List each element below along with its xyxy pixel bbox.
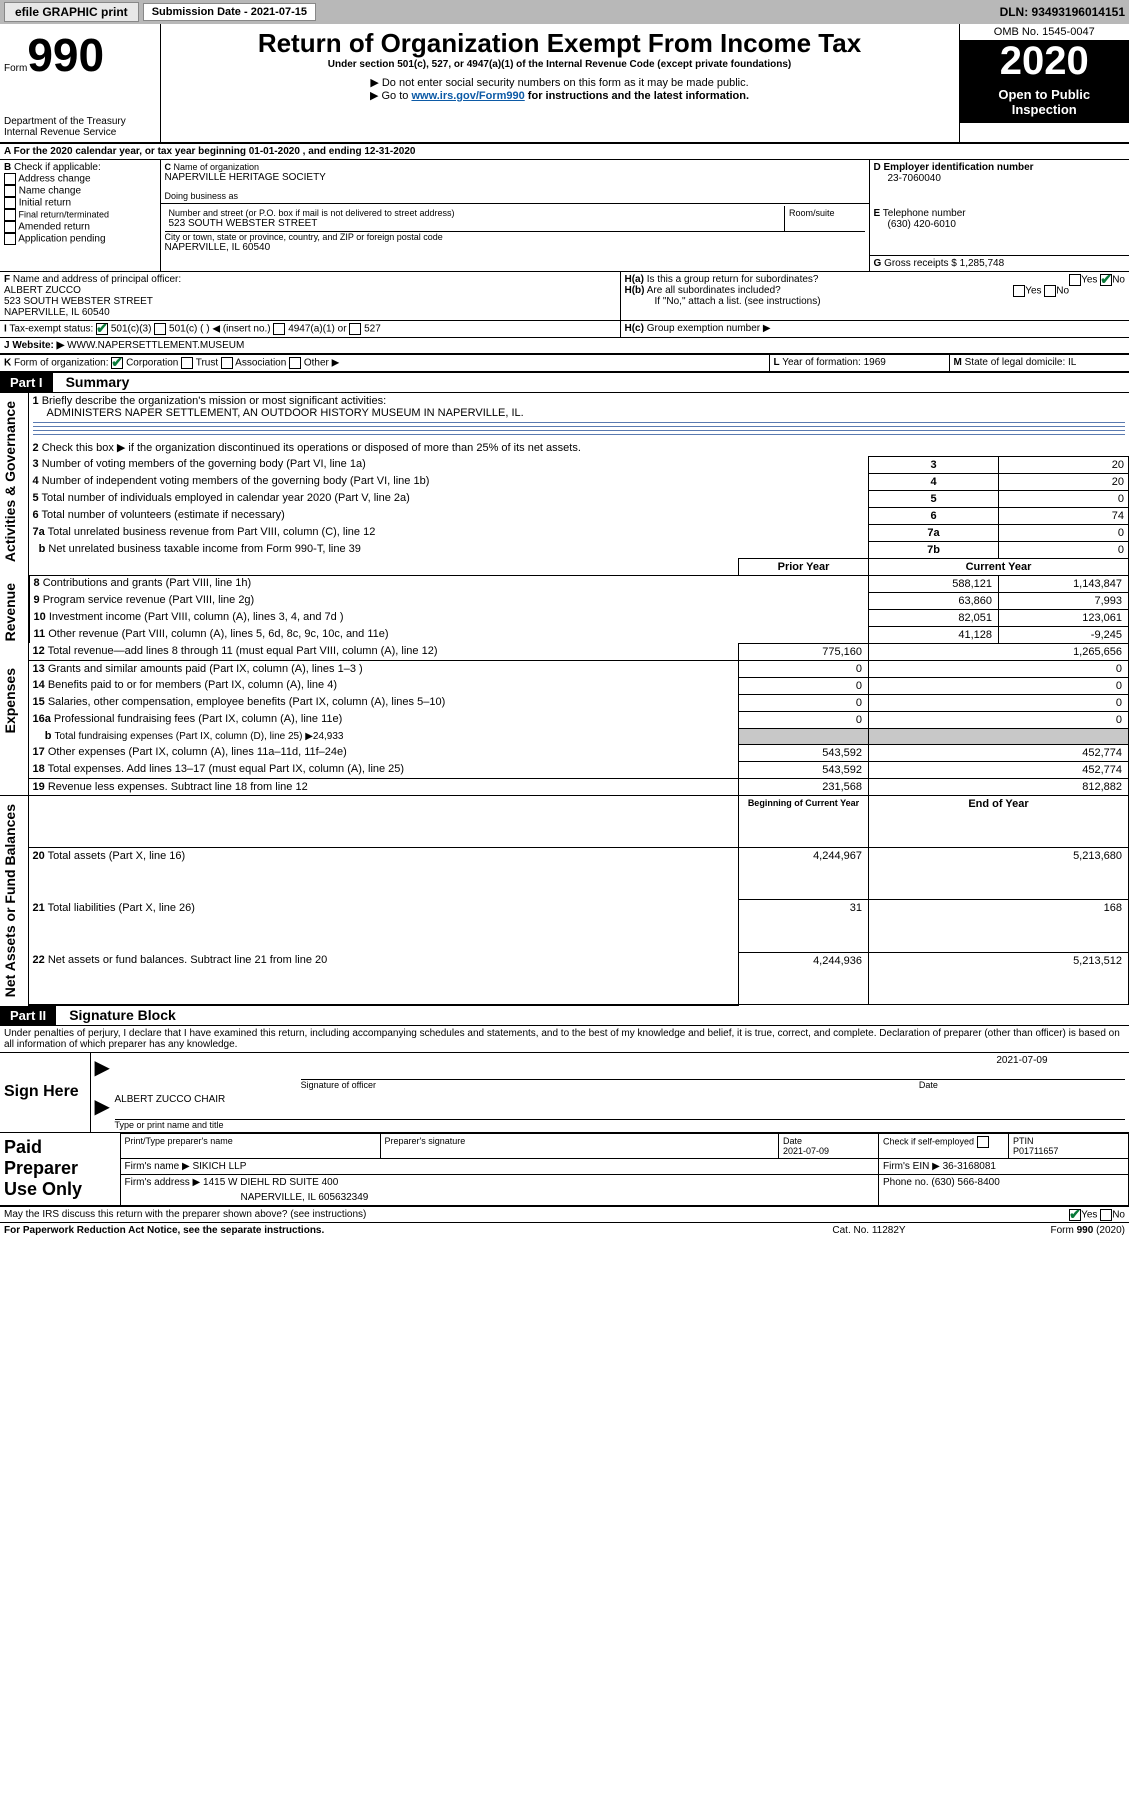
- k-trust[interactable]: [181, 357, 193, 369]
- sign-here-label: Sign Here: [0, 1053, 90, 1133]
- box-k: K Form of organization: Corporation Trus…: [0, 355, 769, 372]
- header-table: Form990 Department of the Treasury Inter…: [0, 24, 1129, 144]
- check-initial[interactable]: [4, 197, 16, 209]
- dept-treasury: Department of the Treasury: [4, 116, 156, 127]
- box-i: I Tax-exempt status: 501(c)(3) 501(c) ( …: [0, 320, 620, 337]
- ha-no[interactable]: [1100, 274, 1112, 286]
- sign-here-block: Sign Here ▶ 2021-07-09 Signature of offi…: [0, 1053, 1129, 1133]
- paid-preparer-block: Paid Preparer Use Only Print/Type prepar…: [0, 1133, 1129, 1207]
- box-d-e: D Employer identification number 23-7060…: [869, 160, 1129, 255]
- discuss-no[interactable]: [1100, 1209, 1112, 1221]
- box-h: H(a) Is this a group return for subordin…: [620, 271, 1129, 320]
- hb-no[interactable]: [1044, 285, 1056, 297]
- check-amended[interactable]: [4, 221, 16, 233]
- period-a: A For the 2020 calendar year, or tax yea…: [0, 144, 1129, 160]
- efile-button[interactable]: efile GRAPHIC print: [4, 2, 139, 22]
- sect-revenue: Revenue: [0, 575, 20, 649]
- i-527[interactable]: [349, 323, 361, 335]
- box-j: J Website: ▶ WWW.NAPERSETTLEMENT.MUSEUM: [0, 337, 1129, 355]
- note-ssn: ▶ Do not enter social security numbers o…: [165, 76, 955, 89]
- form-number: 990: [27, 29, 104, 81]
- k-other[interactable]: [289, 357, 301, 369]
- form-label: Form: [4, 63, 27, 74]
- box-c-addr: Number and street (or P.O. box if mail i…: [160, 204, 869, 256]
- i-501c3[interactable]: [96, 323, 108, 335]
- discuss-yes[interactable]: [1069, 1209, 1081, 1221]
- box-b: B Check if applicable: Address change Na…: [0, 160, 160, 271]
- i-4947[interactable]: [273, 323, 285, 335]
- info-block: B Check if applicable: Address change Na…: [0, 160, 1129, 271]
- i-501c[interactable]: [154, 323, 166, 335]
- open-public: Open to PublicInspection: [960, 81, 1129, 123]
- box-l: L Year of formation: 1969: [769, 355, 949, 372]
- box-g: G Gross receipts $ 1,285,748: [869, 255, 1129, 271]
- box-hc: H(c) Group exemption number ▶: [620, 320, 1129, 337]
- k-corp[interactable]: [111, 357, 123, 369]
- k-assoc[interactable]: [221, 357, 233, 369]
- sect-expenses: Expenses: [0, 660, 20, 741]
- footer: For Paperwork Reduction Act Notice, see …: [0, 1223, 1129, 1238]
- check-addr-change[interactable]: [4, 173, 16, 185]
- check-self-employed[interactable]: [977, 1136, 989, 1148]
- form-title: Return of Organization Exempt From Incom…: [165, 28, 955, 59]
- submission-date: Submission Date - 2021-07-15: [143, 3, 316, 21]
- paid-preparer-label: Paid Preparer Use Only: [0, 1133, 120, 1206]
- form-subtitle: Under section 501(c), 527, or 4947(a)(1)…: [165, 59, 955, 70]
- sect-net-assets: Net Assets or Fund Balances: [0, 796, 20, 1005]
- part1-header: Part I Summary: [0, 373, 1129, 393]
- note-goto: ▶ Go to www.irs.gov/Form990 for instruct…: [165, 89, 955, 102]
- klm-block: K Form of organization: Corporation Trus…: [0, 355, 1129, 373]
- check-name-change[interactable]: [4, 185, 16, 197]
- check-final[interactable]: [4, 209, 16, 221]
- box-c-name: C Name of organization NAPERVILLE HERITA…: [160, 160, 869, 204]
- irs: Internal Revenue Service: [4, 127, 156, 138]
- box-f: F Name and address of principal officer:…: [0, 271, 620, 320]
- box-m: M State of legal domicile: IL: [949, 355, 1129, 372]
- irs-link[interactable]: www.irs.gov/Form990: [411, 90, 524, 102]
- part2-header: Part II Signature Block: [0, 1006, 1129, 1026]
- check-pending[interactable]: [4, 233, 16, 245]
- tax-year: 2020: [960, 41, 1129, 81]
- perjury-declaration: Under penalties of perjury, I declare th…: [0, 1026, 1129, 1053]
- hb-yes[interactable]: [1013, 285, 1025, 297]
- sect-governance: Activities & Governance: [0, 393, 20, 570]
- part1-body: Activities & Governance 1 Briefly descri…: [0, 393, 1129, 1006]
- i-block: I Tax-exempt status: 501(c)(3) 501(c) ( …: [0, 320, 1129, 337]
- fh-block: F Name and address of principal officer:…: [0, 271, 1129, 320]
- discuss-row: May the IRS discuss this return with the…: [0, 1207, 1129, 1223]
- ha-yes[interactable]: [1069, 274, 1081, 286]
- dln: DLN: 93493196014151: [1000, 5, 1125, 19]
- top-bar: efile GRAPHIC print Submission Date - 20…: [0, 0, 1129, 24]
